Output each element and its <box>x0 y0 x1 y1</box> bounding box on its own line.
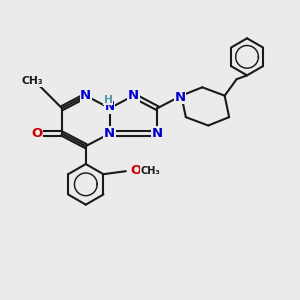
Text: CH₃: CH₃ <box>140 166 160 176</box>
Text: N: N <box>104 127 115 140</box>
Text: N: N <box>152 127 163 140</box>
Text: N: N <box>174 91 185 103</box>
Text: N: N <box>105 100 115 113</box>
Text: N: N <box>80 89 92 102</box>
Text: CH₃: CH₃ <box>21 76 43 86</box>
Text: O: O <box>130 164 142 177</box>
Text: O: O <box>31 127 42 140</box>
Text: N: N <box>128 89 139 102</box>
Text: H: H <box>104 95 113 105</box>
